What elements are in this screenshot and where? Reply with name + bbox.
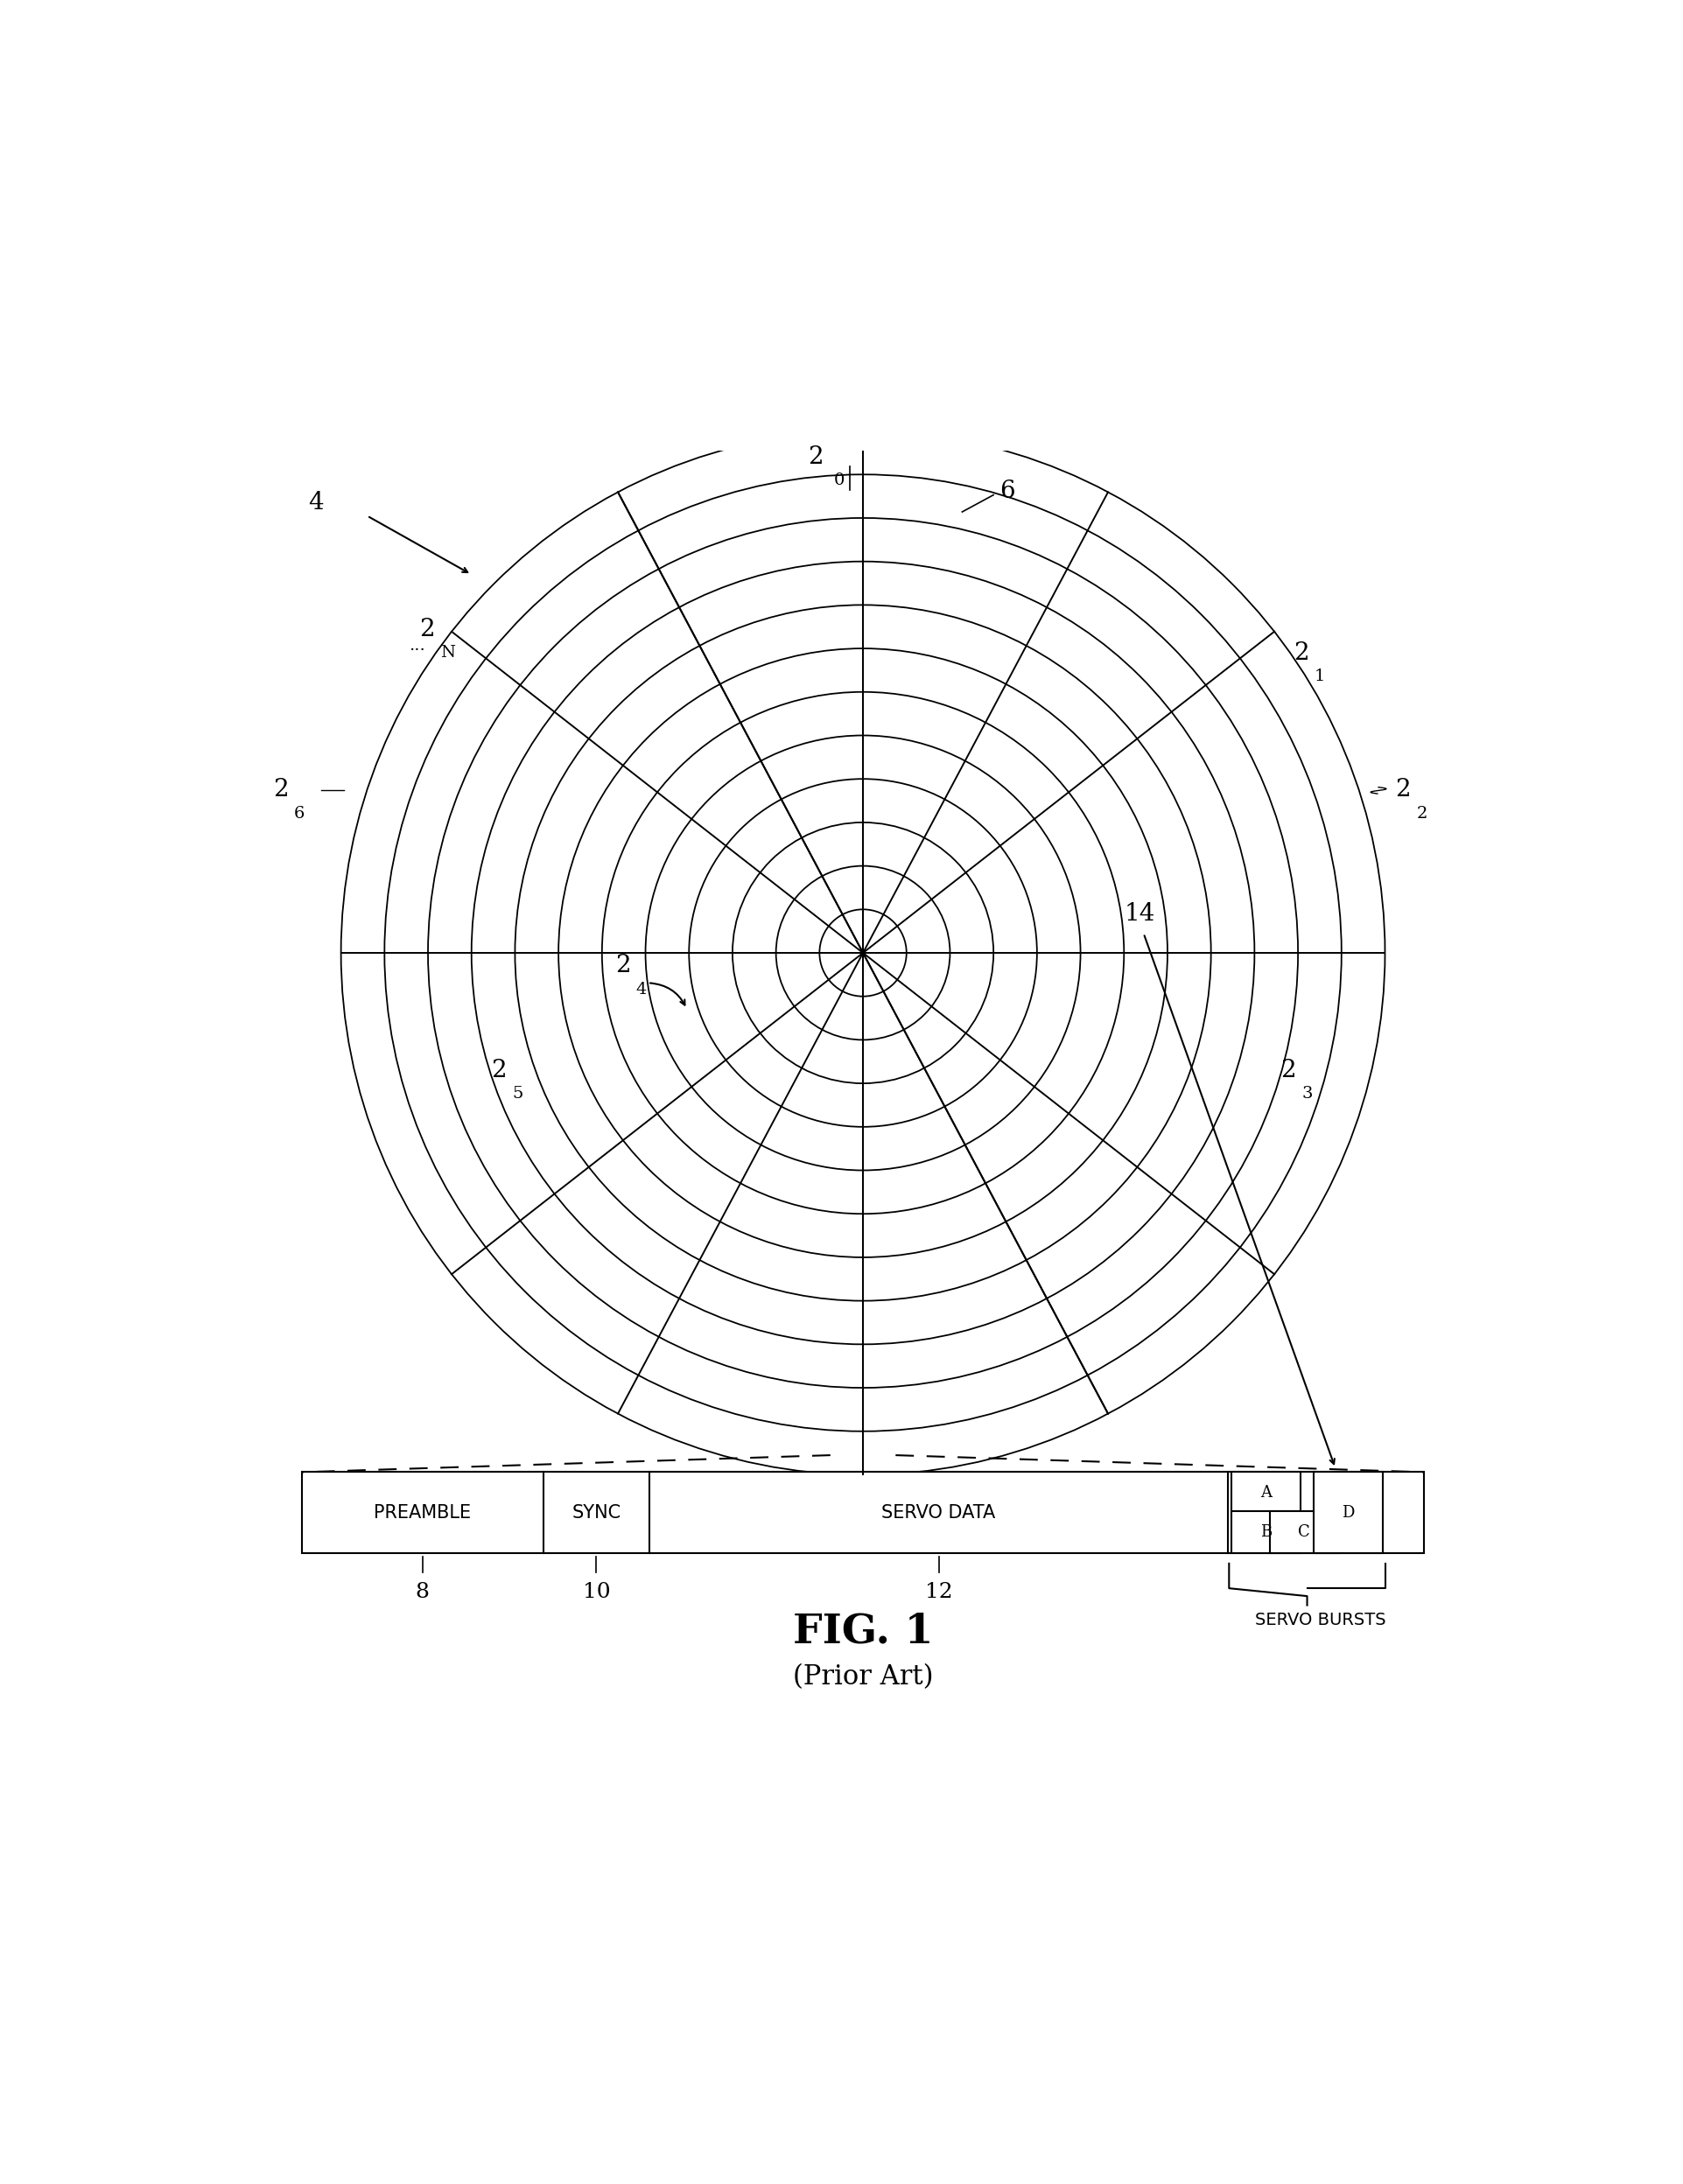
Text: 10: 10 <box>582 1581 609 1601</box>
Text: D: D <box>1341 1505 1353 1520</box>
Text: 2: 2 <box>419 618 434 642</box>
Text: 2: 2 <box>614 954 629 978</box>
Text: 12: 12 <box>924 1581 953 1601</box>
Bar <box>1269 1511 1338 1553</box>
Text: C: C <box>1298 1524 1309 1540</box>
Text: SYNC: SYNC <box>572 1505 621 1522</box>
Bar <box>1230 1472 1299 1514</box>
Text: 2: 2 <box>491 1059 507 1081</box>
Text: 8: 8 <box>416 1581 429 1601</box>
Text: 0: 0 <box>833 472 845 489</box>
Text: 2: 2 <box>808 446 823 470</box>
Text: 2: 2 <box>1395 778 1410 802</box>
Text: N: N <box>439 644 454 662</box>
Text: 3: 3 <box>1301 1085 1311 1101</box>
Bar <box>1313 1472 1382 1553</box>
Text: A: A <box>1259 1485 1271 1500</box>
Text: 4: 4 <box>636 981 646 998</box>
Text: 2: 2 <box>1279 1059 1296 1081</box>
Text: FIG. 1: FIG. 1 <box>793 1612 932 1651</box>
Text: 4: 4 <box>308 491 323 515</box>
Text: PREAMBLE: PREAMBLE <box>374 1505 471 1522</box>
Text: 14: 14 <box>1124 902 1155 926</box>
Text: B: B <box>1259 1524 1271 1540</box>
Text: 2: 2 <box>1293 640 1308 664</box>
Text: SERVO DATA: SERVO DATA <box>882 1505 995 1522</box>
Text: SERVO BURSTS: SERVO BURSTS <box>1254 1612 1385 1629</box>
Bar <box>301 1472 1424 1553</box>
Text: 5: 5 <box>512 1085 522 1101</box>
Bar <box>1230 1511 1299 1553</box>
Text: ...: ... <box>409 638 426 653</box>
Text: 6: 6 <box>295 806 305 821</box>
Text: 2: 2 <box>273 778 288 802</box>
Text: 1: 1 <box>1314 668 1325 684</box>
Text: 2: 2 <box>1415 806 1427 821</box>
Text: 6: 6 <box>1000 478 1015 502</box>
Text: (Prior Art): (Prior Art) <box>793 1664 932 1690</box>
